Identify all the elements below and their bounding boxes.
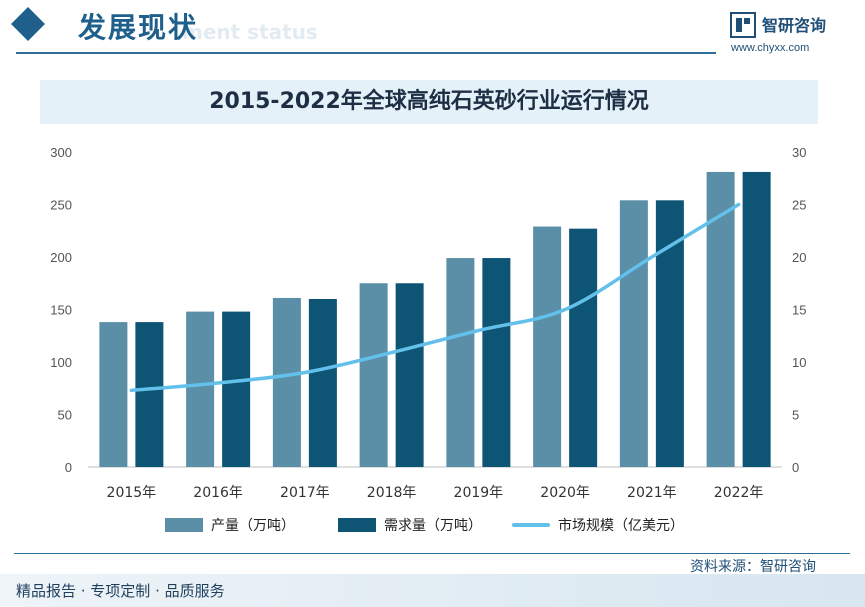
bar-demand: [308, 299, 337, 467]
header-divider: [16, 52, 716, 54]
x-tick-label: 2022年: [714, 485, 764, 501]
brand-url: www.chyxx.com: [731, 42, 810, 54]
legend-label-market-size: 市场规模（亿美元）: [558, 518, 684, 534]
footer-divider: [14, 553, 850, 554]
bar-production: [272, 297, 301, 467]
y-right-tick-label: 20: [792, 250, 806, 265]
bar-production: [533, 226, 562, 467]
legend-item-production: 产量（万吨）: [165, 515, 295, 535]
bar-demand: [135, 322, 164, 467]
bar-production: [619, 200, 648, 468]
y-left-tick-label: 50: [58, 408, 72, 423]
chart-title-band: [40, 80, 818, 124]
legend-item-demand: 需求量（万吨）: [338, 515, 482, 535]
legend-swatch-demand: [338, 518, 376, 532]
bar-demand: [482, 258, 511, 467]
footer-slogan: 精品报告 · 专项定制 · 品质服务: [16, 582, 225, 600]
legend-swatch-market-size: [512, 523, 550, 527]
x-tick-label: 2019年: [454, 485, 504, 501]
bar-demand: [569, 228, 598, 467]
bar-demand: [222, 311, 251, 467]
bar-production: [186, 311, 215, 467]
y-left-tick-label: 300: [50, 145, 72, 160]
y-right-tick-label: 25: [792, 198, 806, 213]
bar-demand: [742, 171, 771, 467]
y-left-tick-label: 250: [50, 198, 72, 213]
bar-production: [99, 322, 128, 467]
y-right-tick-label: 30: [792, 145, 806, 160]
x-tick-label: 2016年: [193, 485, 243, 501]
y-right-tick-label: 5: [792, 408, 799, 423]
section-title: 发展现状: [78, 11, 199, 44]
x-tick-label: 2018年: [367, 485, 417, 501]
y-left-tick-label: 150: [50, 303, 72, 318]
legend-item-market-size: 市场规模（亿美元）: [512, 515, 684, 535]
footer-bar: [0, 574, 865, 607]
y-left-tick-label: 200: [50, 250, 72, 265]
y-left-tick-label: 0: [65, 460, 72, 475]
y-right-tick-label: 0: [792, 460, 799, 475]
line-market-size: [129, 202, 741, 393]
x-tick-label: 2017年: [280, 485, 330, 501]
chart-legend: 产量（万吨） 需求量（万吨） 市场规模（亿美元）: [0, 515, 865, 541]
x-tick-label: 2020年: [540, 485, 590, 501]
x-tick-label: 2015年: [107, 485, 157, 501]
chart-title: 2015-2022年全球高纯石英砂行业运行情况: [209, 89, 649, 114]
bar-production: [359, 283, 388, 467]
legend-label-production: 产量（万吨）: [211, 518, 295, 534]
legend-swatch-production: [165, 518, 203, 532]
bar-demand: [395, 283, 424, 467]
x-tick-label: 2021年: [627, 485, 677, 501]
legend-label-demand: 需求量（万吨）: [384, 518, 482, 534]
y-right-tick-label: 10: [792, 355, 806, 370]
y-right-tick-label: 15: [792, 303, 806, 318]
y-left-tick-label: 100: [50, 355, 72, 370]
brand-logo-icon: [730, 12, 756, 38]
source-note: 资料来源：智研咨询: [690, 559, 816, 575]
brand-name: 智研咨询: [762, 16, 827, 35]
bar-production: [446, 258, 475, 467]
